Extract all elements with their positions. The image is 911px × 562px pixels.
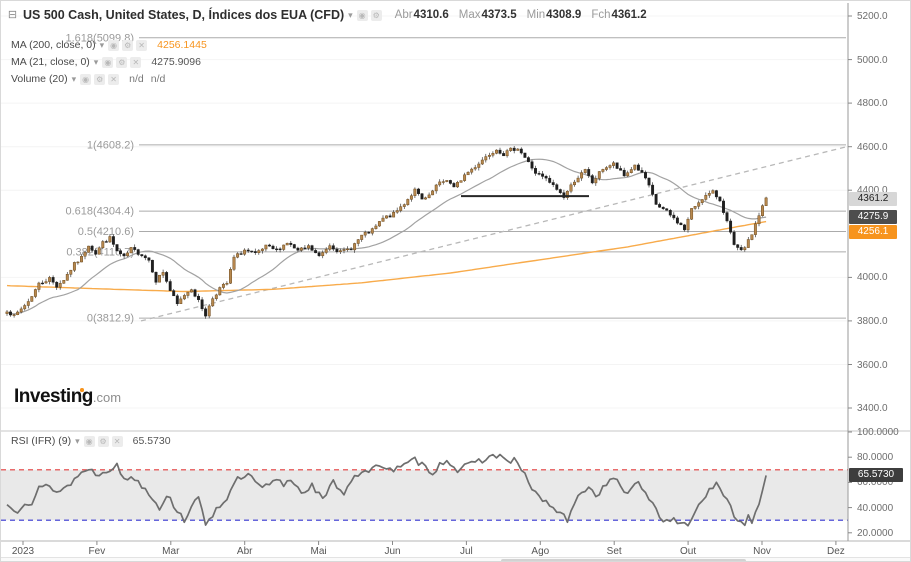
month-tick-label: Out — [680, 546, 697, 557]
min-value: 4308.9 — [546, 9, 582, 21]
open-value: 4310.6 — [413, 9, 449, 21]
month-tick-label: Jun — [384, 546, 401, 557]
indicator-row-ma200: MA (200, close, 0) ▾ ◉ ⚙ ✕ 4256.1445 — [11, 39, 207, 51]
rsi-tick-label: 80.0000 — [857, 452, 894, 464]
ma200-label: MA (200, close, 0) — [11, 39, 96, 51]
chevron-down-icon[interactable]: ▾ — [99, 39, 105, 50]
price-tick-label: 3400.0 — [857, 403, 888, 414]
chevron-down-icon[interactable]: ▾ — [93, 56, 99, 67]
horizontal-scrollbar[interactable] — [1, 557, 910, 561]
fib-level-label: 0(3812.9) — [87, 313, 134, 325]
indicator-close-icon[interactable]: ✕ — [130, 56, 142, 68]
max-label: Max — [458, 9, 481, 21]
price-tick-label: 4400.0 — [857, 185, 888, 197]
indicator-row-rsi: RSI (IFR) (9) ▾ ◉ ⚙ ✕ 65.5730 — [11, 435, 171, 447]
volume-label: Volume (20) — [11, 73, 68, 85]
month-tick-label: Jul — [459, 546, 473, 557]
ma21-line[interactable] — [6, 158, 767, 315]
chevron-down-icon[interactable]: ▾ — [75, 435, 80, 446]
logo-suffix: .com — [92, 390, 122, 405]
indicator-close-icon[interactable]: ✕ — [136, 39, 148, 51]
month-tick-label: Dez — [826, 546, 845, 557]
rsi-tick-label: 60.0000 — [857, 477, 894, 489]
month-tick-label: Fev — [88, 546, 106, 557]
logo-brand: Investing — [14, 386, 93, 407]
indicator-close-icon[interactable]: ✕ — [108, 73, 120, 85]
fib-level-label: 0.618(4304.4) — [66, 206, 135, 218]
indicator-gear-icon[interactable]: ⚙ — [94, 73, 106, 85]
ma200-price-badge: 4256.1 — [849, 225, 897, 240]
rsi-value: 65.5730 — [132, 435, 171, 447]
price-tick-label: 4600.0 — [857, 141, 888, 153]
rsi-value-badge: 65.5730 — [849, 468, 903, 483]
logo-orange-dot — [80, 388, 84, 392]
price-tick-label: 4000.0 — [857, 272, 888, 284]
chevron-down-icon[interactable]: ▾ — [71, 73, 77, 84]
trendline-drawing[interactable] — [140, 146, 847, 322]
month-tick-label: 2023 — [11, 546, 35, 557]
month-tick-label: Ago — [531, 546, 550, 557]
open-label: Abr — [394, 9, 413, 21]
indicator-close-icon[interactable]: ✕ — [111, 435, 123, 447]
rsi-label: RSI (IFR) (9) — [11, 435, 72, 447]
chart-header: ⊟ US 500 Cash, United States, D, Índices… — [7, 8, 657, 22]
rsi-tick-label: 100.0000 — [857, 427, 899, 438]
rsi-line[interactable] — [6, 453, 767, 527]
volume-value: n/d — [129, 73, 144, 85]
indicator-gear-icon[interactable]: ⚙ — [122, 39, 134, 51]
close-value: 4361.2 — [611, 9, 647, 21]
ma21-label: MA (21, close, 0) — [11, 56, 90, 68]
price-tick-label: 5200.0 — [857, 11, 888, 22]
rsi-band — [1, 469, 848, 521]
indicator-hide-icon[interactable]: ◉ — [102, 56, 114, 68]
rsi-tick-label: 20.0000 — [857, 527, 894, 539]
ma200-line[interactable] — [6, 220, 767, 293]
ma200-value: 4256.1445 — [157, 39, 207, 51]
month-tick-label: Mar — [162, 546, 180, 557]
indicator-gear-icon[interactable]: ⚙ — [97, 435, 109, 447]
candlestick-series[interactable] — [5, 146, 768, 319]
collapse-pane-icon[interactable]: ⊟ — [7, 8, 18, 21]
ohlc-readout: Abr 4310.6 Max 4373.5 Min 4308.9 Fch 436… — [395, 9, 657, 21]
month-tick-label: Mai — [310, 546, 327, 557]
chevron-down-icon[interactable]: ▾ — [348, 9, 353, 20]
volume-value2: n/d — [150, 73, 166, 85]
min-label: Min — [526, 9, 546, 21]
symbol-settings-icon[interactable]: ◉ — [356, 9, 368, 21]
indicator-hide-icon[interactable]: ◉ — [80, 73, 92, 85]
close-label: Fch — [591, 9, 611, 21]
month-tick-label: Abr — [236, 546, 253, 557]
price-tick-label: 3600.0 — [857, 359, 888, 371]
scrollbar-thumb[interactable] — [501, 559, 746, 561]
price-tick-label: 4800.0 — [857, 98, 888, 110]
investing-logo: Investing .com — [14, 387, 121, 408]
last-price-badge: 4361.2 — [849, 191, 897, 206]
symbol-title: US 500 Cash, United States, D, Índices d… — [23, 8, 345, 22]
month-tick-label: Set — [606, 546, 622, 557]
indicator-row-ma21: MA (21, close, 0) ▾ ◉ ⚙ ✕ 4275.9096 — [11, 56, 201, 68]
indicator-row-volume: Volume (20) ▾ ◉ ⚙ ✕ n/d n/d — [11, 73, 165, 85]
ma21-price-badge: 4275.9 — [849, 210, 897, 225]
fib-level-label: 0.5(4210.6) — [78, 226, 134, 238]
ma21-value: 4275.9096 — [151, 56, 201, 68]
month-tick-label: Nov — [753, 546, 771, 557]
price-tick-label: 3800.0 — [857, 315, 888, 327]
indicator-hide-icon[interactable]: ◉ — [108, 39, 120, 51]
max-value: 4373.5 — [481, 9, 517, 21]
fib-level-label: 1(4608.2) — [87, 139, 134, 151]
indicator-hide-icon[interactable]: ◉ — [83, 435, 95, 447]
symbol-gear-icon[interactable]: ⚙ — [370, 9, 382, 21]
price-tick-label: 5000.0 — [857, 54, 888, 66]
rsi-tick-label: 40.0000 — [857, 502, 894, 514]
indicator-gear-icon[interactable]: ⚙ — [116, 56, 128, 68]
